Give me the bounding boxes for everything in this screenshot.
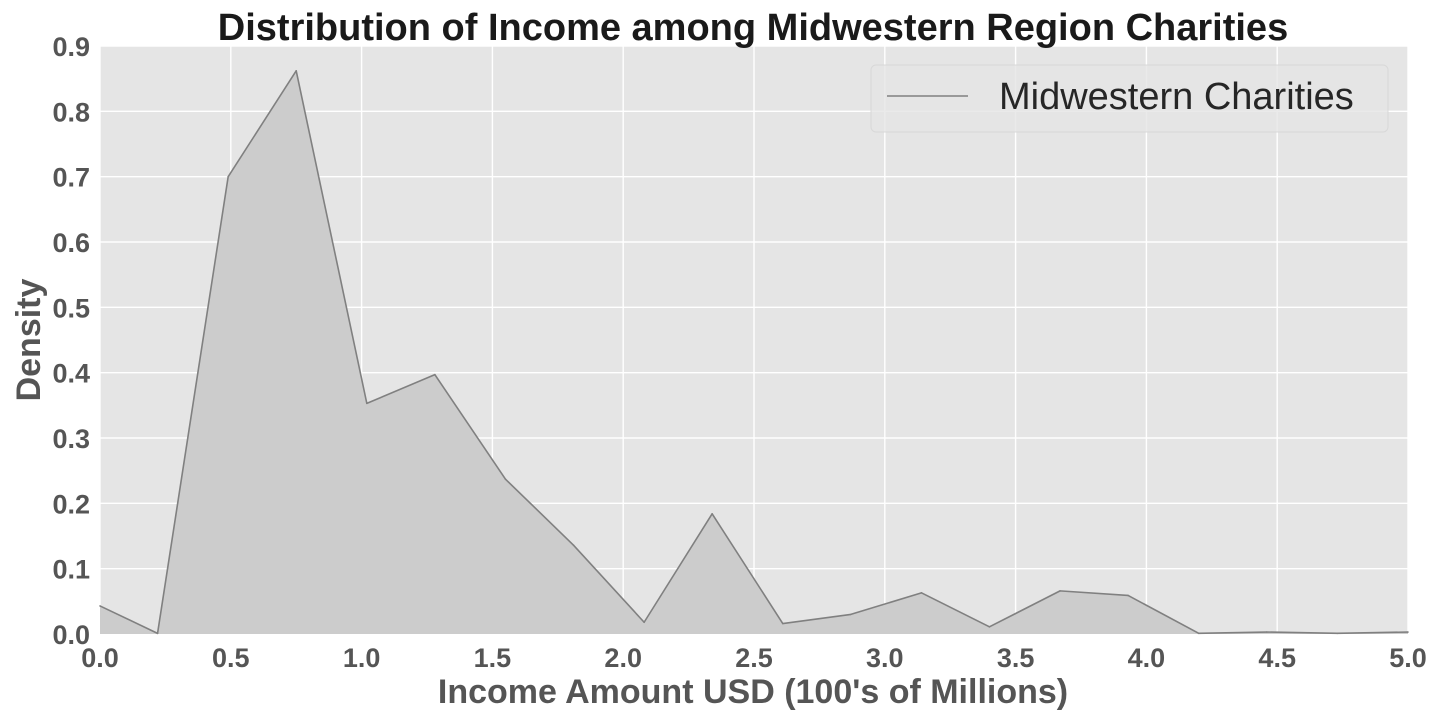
- x-axis-label: Income Amount USD (100's of Millions): [438, 673, 1068, 711]
- x-tick-label: 2.0: [604, 643, 642, 673]
- data-point: [295, 70, 298, 72]
- data-point: [711, 512, 713, 515]
- series-layer: [99, 70, 1409, 635]
- data-point: [99, 605, 101, 607]
- data-point: [1265, 631, 1268, 633]
- data-point: [1059, 590, 1061, 592]
- data-point: [504, 478, 507, 480]
- legend: Midwestern Charities: [870, 64, 1389, 133]
- x-tick-label: 4.0: [1128, 643, 1166, 673]
- y-tick-label: 0.5: [52, 293, 90, 323]
- x-tick-label: 3.0: [866, 643, 904, 673]
- data-point: [643, 621, 645, 624]
- series-line: [99, 70, 1409, 635]
- data-point: [434, 373, 436, 376]
- x-tick-label: 1.5: [474, 643, 512, 673]
- legend-box: [870, 64, 1389, 133]
- x-tick-label: 5.0: [1389, 643, 1427, 673]
- data-point: [849, 613, 852, 616]
- y-tick-label: 0.7: [52, 163, 90, 193]
- tick-labels: 0.0 0.5 1.0 1.5 2.0 2.5 3.0 3.5 4.0 4.5 5.0 0.0 0.1 0…: [52, 32, 1426, 673]
- y-tick-label: 0.8: [52, 97, 90, 127]
- series-area: [100, 70, 1408, 634]
- y-axis-label: Density: [10, 279, 48, 402]
- x-tick-label: 0.0: [81, 643, 119, 673]
- y-tick-label: 0.2: [52, 489, 90, 519]
- x-tick-label: 2.5: [735, 643, 773, 673]
- y-tick-label: 0.9: [52, 32, 90, 62]
- y-tick-label: 0.4: [52, 359, 90, 389]
- data-point: [366, 402, 368, 405]
- data-point: [1197, 632, 1200, 635]
- data-point: [1407, 631, 1409, 633]
- data-point: [156, 632, 159, 635]
- y-tick-label: 0.6: [52, 228, 90, 258]
- y-tick-label: 0.3: [52, 424, 90, 454]
- x-tick-label: 4.5: [1258, 643, 1296, 673]
- x-tick-label: 3.5: [997, 643, 1035, 673]
- data-point: [1336, 632, 1339, 635]
- data-point: [1127, 594, 1129, 597]
- y-tick-label: 0.1: [52, 555, 90, 585]
- x-tick-label: 1.0: [343, 643, 381, 673]
- data-point: [920, 592, 923, 594]
- x-tick-label: 0.5: [212, 643, 250, 673]
- data-point: [227, 175, 229, 178]
- data-point: [988, 626, 991, 628]
- chart-title: Distribution of Income among Midwestern …: [218, 7, 1288, 49]
- legend-label: Midwestern Charities: [999, 76, 1354, 118]
- data-point: [572, 544, 575, 546]
- y-tick-label: 0.0: [52, 620, 90, 650]
- data-point: [781, 622, 784, 625]
